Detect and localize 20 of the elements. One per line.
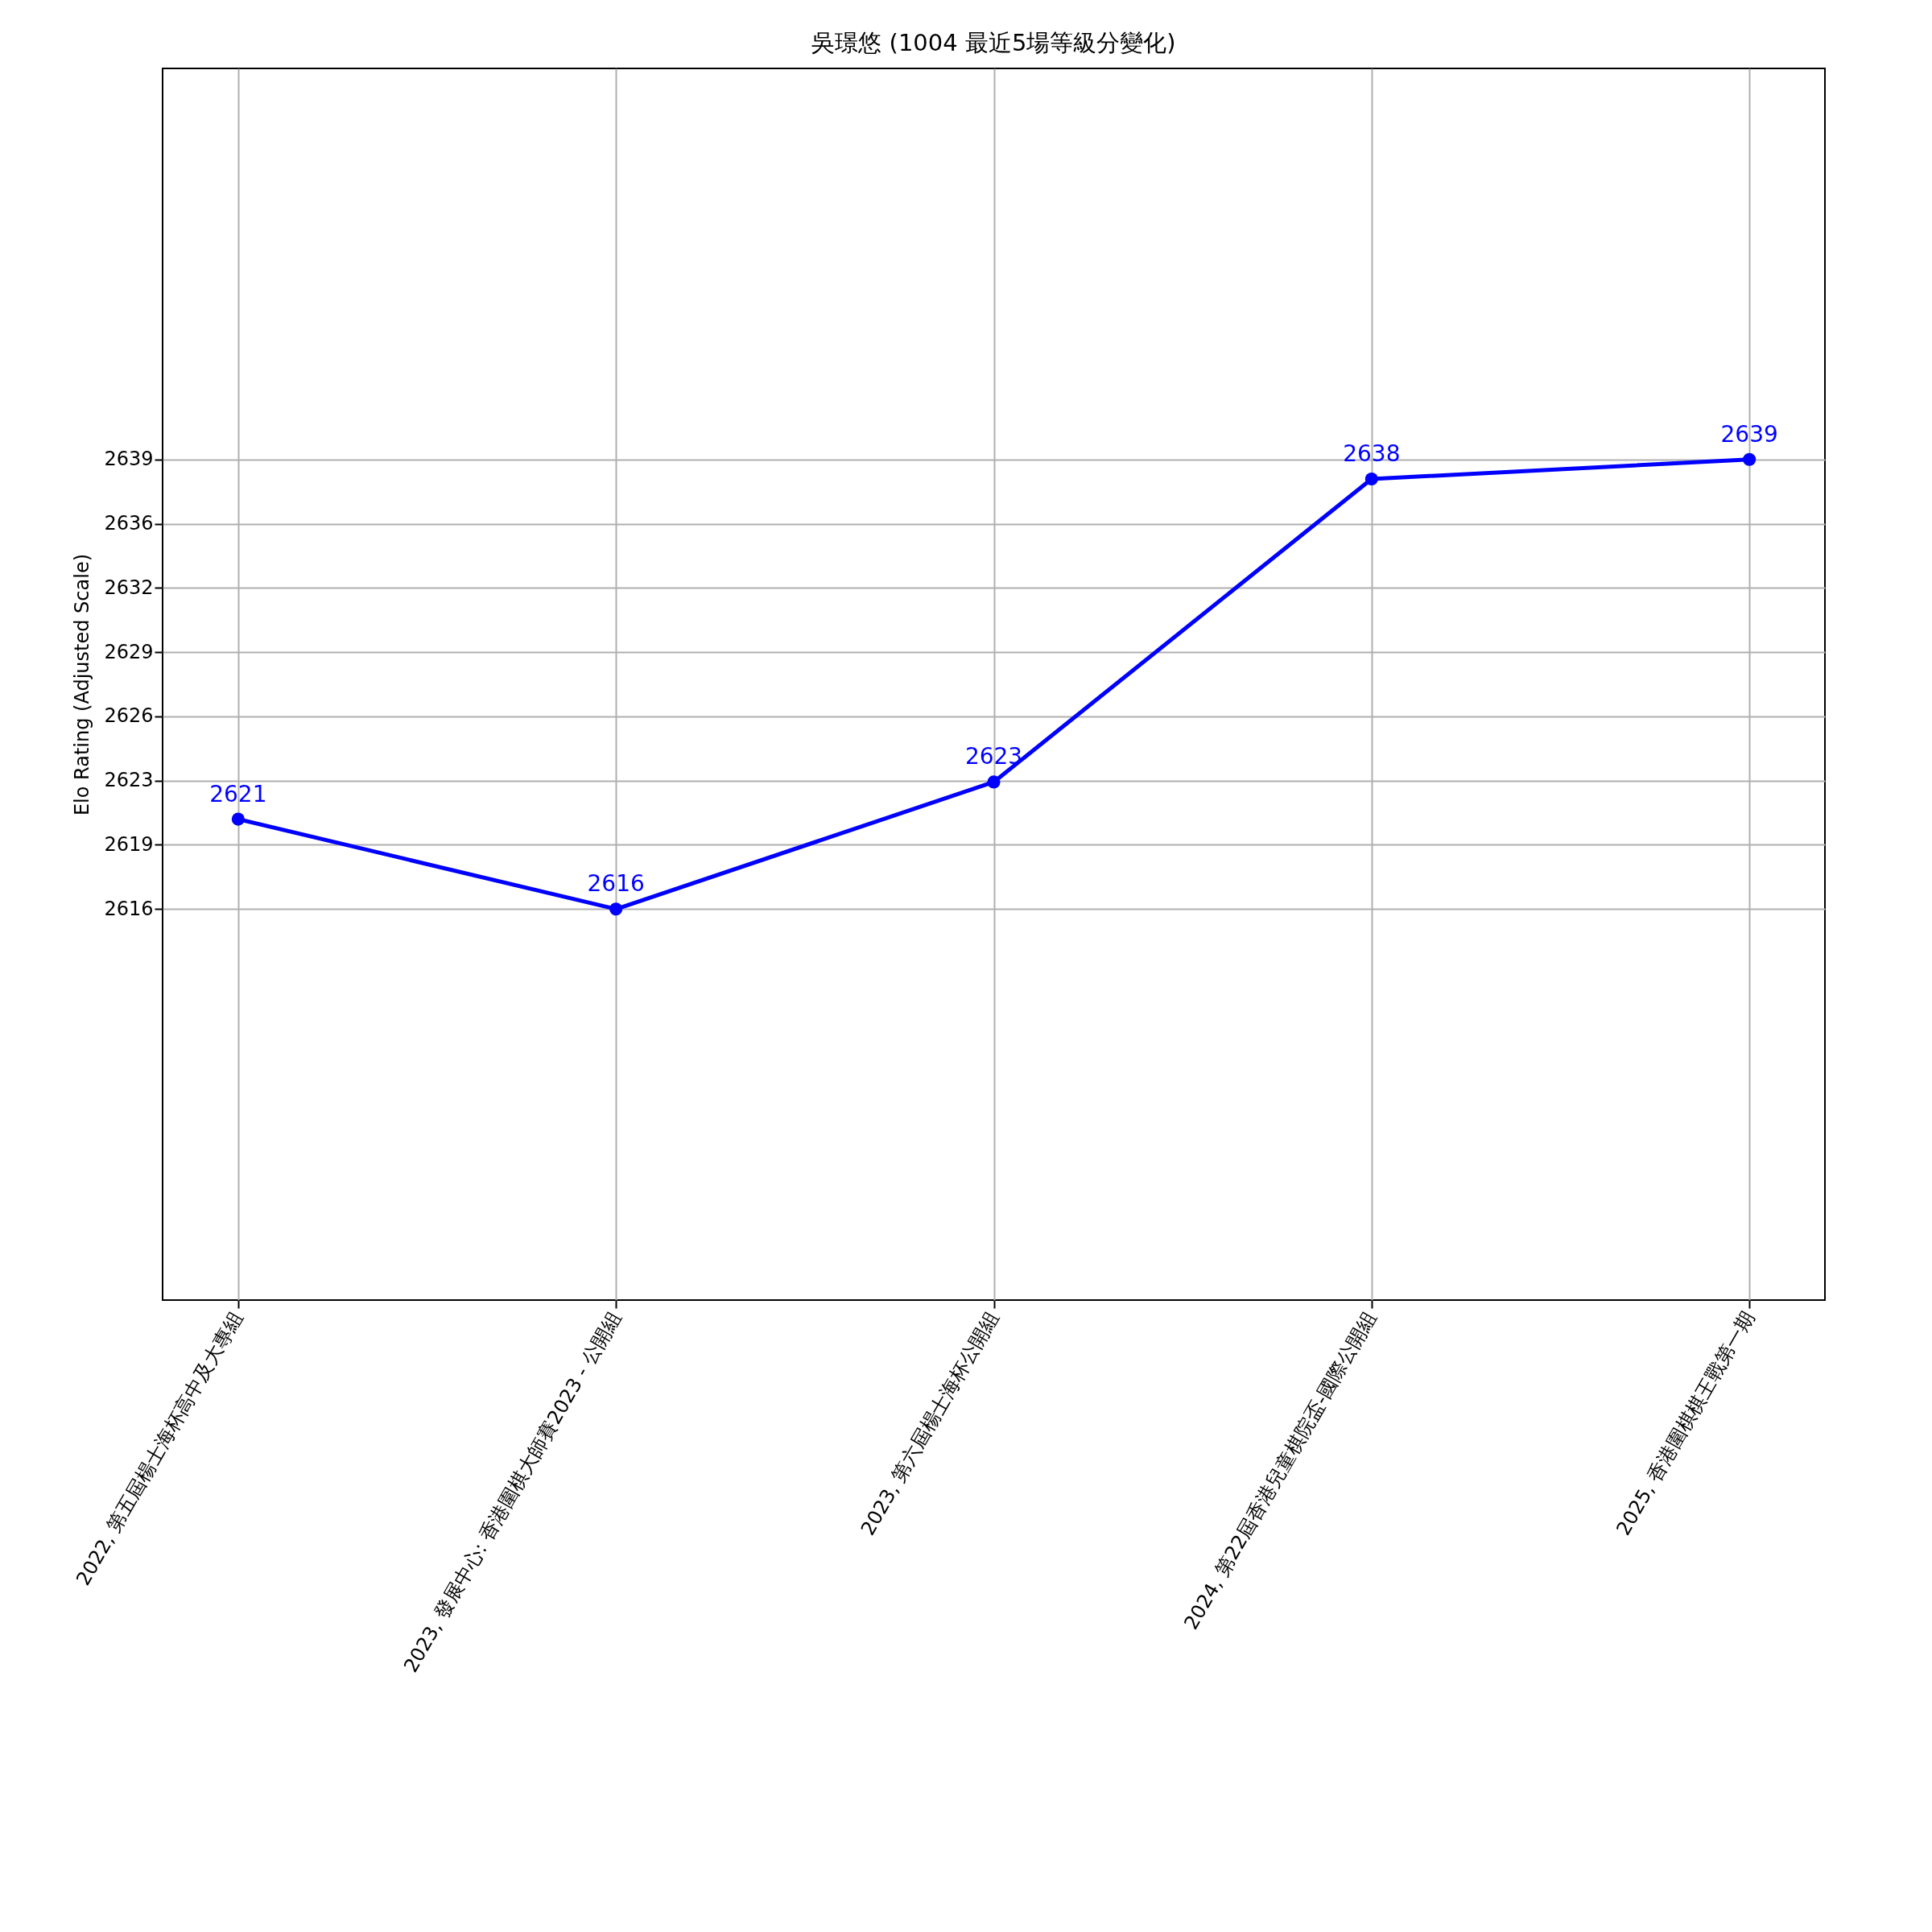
y-tick-label: 2639 [104, 448, 154, 471]
y-tick-label: 2626 [104, 704, 154, 728]
point [231, 812, 245, 826]
y-tick-label: 2616 [104, 897, 154, 920]
point [609, 902, 623, 916]
data-label: 2623 [964, 743, 1023, 770]
data-label: 2638 [1343, 440, 1401, 467]
y-tick-label: 2636 [104, 512, 154, 535]
chart-title: 吳璟悠 (1004 最近5場等級分變化) [811, 29, 1176, 56]
y-tick-label: 2629 [104, 640, 154, 663]
point [1364, 472, 1378, 486]
y-tick-label: 2623 [104, 769, 154, 792]
point [987, 775, 1001, 789]
y-axis-title: Elo Rating (Adjusted Scale) [71, 553, 94, 816]
data-label: 2616 [587, 870, 645, 898]
y-tick-label: 2619 [104, 832, 154, 856]
y-tick-label: 2632 [104, 576, 154, 599]
point [1743, 452, 1757, 466]
data-label: 2639 [1720, 420, 1778, 448]
data-label: 2621 [209, 780, 267, 807]
